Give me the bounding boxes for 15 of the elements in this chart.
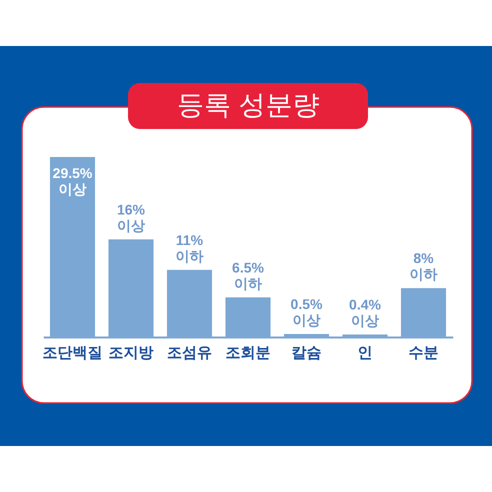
data-label: 11% 이하 — [176, 232, 204, 264]
data-label: 16% 이상 — [116, 201, 146, 234]
data-label: 0.4% 이상 — [349, 296, 382, 329]
x-tick-label: 조지방 — [108, 344, 154, 362]
x-tick-label: 수분 — [408, 344, 438, 362]
x-tick-label: 칼슘 — [292, 344, 322, 362]
x-tick-label: 조회분 — [226, 344, 270, 362]
chart-title: 등록 성분량 — [176, 90, 320, 120]
x-tick-label: 조단백질 — [42, 344, 102, 362]
x-tick-label: 인 — [358, 344, 372, 362]
x-tick-label: 조섬유 — [167, 344, 212, 362]
data-label: 6.5% 이하 — [232, 259, 264, 292]
data-label: 29.5% 이상 — [52, 165, 93, 197]
data-label: 8% 이하 — [410, 250, 438, 282]
data-label: 0.5% 이상 — [290, 296, 323, 328]
